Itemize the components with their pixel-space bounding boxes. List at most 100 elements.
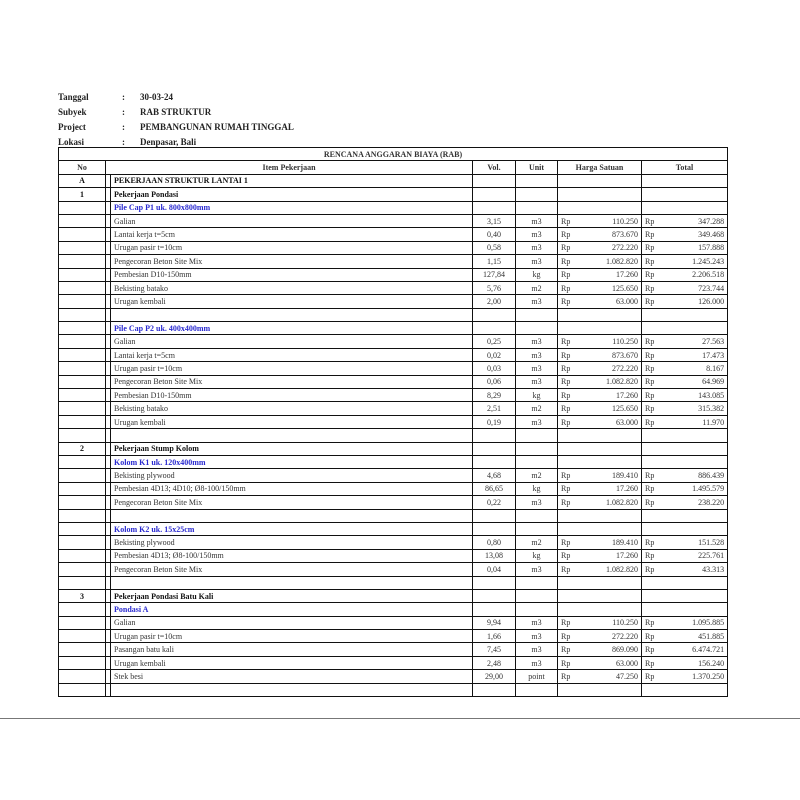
cell-no [58,642,106,657]
cell-total: 64.969 [663,374,728,390]
cell-total-currency [641,428,664,443]
cell-unit: m3 [515,374,558,390]
cell-harga-currency: Rp [557,615,580,631]
table-row [58,307,728,323]
cell-total-currency: Rp [641,227,664,242]
cell-item: Urugan kembali [110,655,473,671]
cell-unit [515,187,558,202]
cell-total: 11.970 [663,414,728,430]
cell-harga: 869.090 [579,642,642,657]
cell-harga-currency: Rp [557,548,580,564]
cell-no [58,454,106,470]
cell-vol [472,602,516,617]
cell-total-currency [641,307,664,323]
table-row: Pondasi A [58,602,728,617]
cell-item: Galian [110,615,473,631]
table-row: Pembesian D10-150mm 8,29 kg Rp 17.260 Rp 143.0… [58,388,728,403]
cell-harga-currency [557,187,580,202]
cell-total [663,575,728,590]
cell-total: 1.370.250 [663,669,728,684]
cell-harga-currency: Rp [557,254,580,269]
cell-harga: 873.670 [579,347,642,363]
table-row: Pembesian 4D13; Ø8-100/150mm 13,08 kg Rp 17.… [58,548,728,564]
cell-no: 1 [58,187,106,202]
cell-no [58,655,106,671]
cell-harga: 272.220 [579,629,642,644]
rab-table: RENCANA ANGGARAN BIAYA (RAB) No Item Pek… [58,147,728,698]
cell-vol: 2,51 [472,401,516,416]
cell-item [110,428,473,443]
cell-total: 238.220 [663,495,728,510]
cell-item: Pengecoran Beton Site Mix [110,374,473,390]
table-row: Lantai kerja t=5cm 0,02 m3 Rp 873.670 Rp 17.47… [58,347,728,363]
table-row: Galian 0,25 m3 Rp 110.250 Rp 27.563 [58,334,728,349]
cell-no [58,254,106,269]
cell-unit: m2 [515,468,558,483]
table-title-row: RENCANA ANGGARAN BIAYA (RAB) [58,147,728,162]
cell-unit [515,588,558,604]
cell-harga: 47.250 [579,669,642,684]
cell-vol: 127,84 [472,267,516,282]
cell-harga-currency: Rp [557,388,580,403]
cell-total: 315.382 [663,401,728,416]
cell-no [58,414,106,430]
cell-unit [515,575,558,590]
cell-vol: 0,04 [472,562,516,577]
cell-harga [579,441,642,456]
cell-unit [515,682,558,698]
cell-unit: point [515,669,558,684]
cell-item: Kolom K1 uk. 120x400mm [110,454,473,470]
cell-item: Galian [110,213,473,229]
cell-vol [472,441,516,456]
cell-total-currency: Rp [641,401,664,416]
cell-vol [472,508,516,523]
cell-total-currency [641,454,664,470]
cell-harga: 1.082.820 [579,374,642,390]
cell-total [663,321,728,336]
cell-total-currency: Rp [641,294,664,309]
cell-harga-currency [557,307,580,323]
cell-vol [472,428,516,443]
cell-no [58,280,106,296]
cell-harga-currency: Rp [557,361,580,376]
cell-harga-currency [557,428,580,443]
cell-total: 2.206.518 [663,267,728,282]
cell-vol [472,521,516,537]
cell-harga [579,321,642,336]
cell-item [110,575,473,590]
cell-unit: m3 [515,615,558,631]
cell-harga-currency: Rp [557,401,580,416]
table-row: Urugan pasir t=10cm 1,66 m3 Rp 272.220 Rp 451.… [58,629,728,644]
cell-no [58,240,106,256]
cell-total: 723.744 [663,280,728,296]
cell-total [663,173,728,189]
cell-harga-currency: Rp [557,629,580,644]
cell-harga [579,575,642,590]
header-harga: Harga Satuan [557,160,642,175]
cell-item: Bekisting plywood [110,535,473,550]
table-row: Pengecoran Beton Site Mix 0,04 m3 Rp 1.082.8… [58,562,728,577]
cell-unit: m3 [515,629,558,644]
cell-total-currency: Rp [641,361,664,376]
table-row: Pembesian D10-150mm 127,84 kg Rp 17.260 Rp 2.2… [58,267,728,282]
cell-harga-currency [557,588,580,604]
header-total: Total [640,160,728,175]
cell-vol: 0,02 [472,347,516,363]
document-meta: Tanggal:30-03-24 Subyek: RAB STRUKTUR Pro… [58,92,294,152]
cell-harga-currency: Rp [557,642,580,657]
meta-row-project: Project: PEMBANGUNAN RUMAH TINGGAL [58,122,294,132]
cell-harga [579,508,642,523]
cell-harga [579,682,642,698]
cell-vol [472,187,516,202]
cell-harga: 1.082.820 [579,495,642,510]
cell-total-currency: Rp [641,254,664,269]
cell-harga-currency [557,321,580,336]
table-header-row: No Item Pekerjaan Vol. Unit Harga Satuan… [58,160,728,175]
cell-total-currency: Rp [641,213,664,229]
cell-no [58,334,106,349]
cell-item: Pengecoran Beton Site Mix [110,495,473,510]
cell-total-currency: Rp [641,334,664,349]
cell-harga-currency: Rp [557,481,580,497]
cell-no [58,294,106,309]
table-row: Pengecoran Beton Site Mix 0,22 m3 Rp 1.082.8… [58,495,728,510]
